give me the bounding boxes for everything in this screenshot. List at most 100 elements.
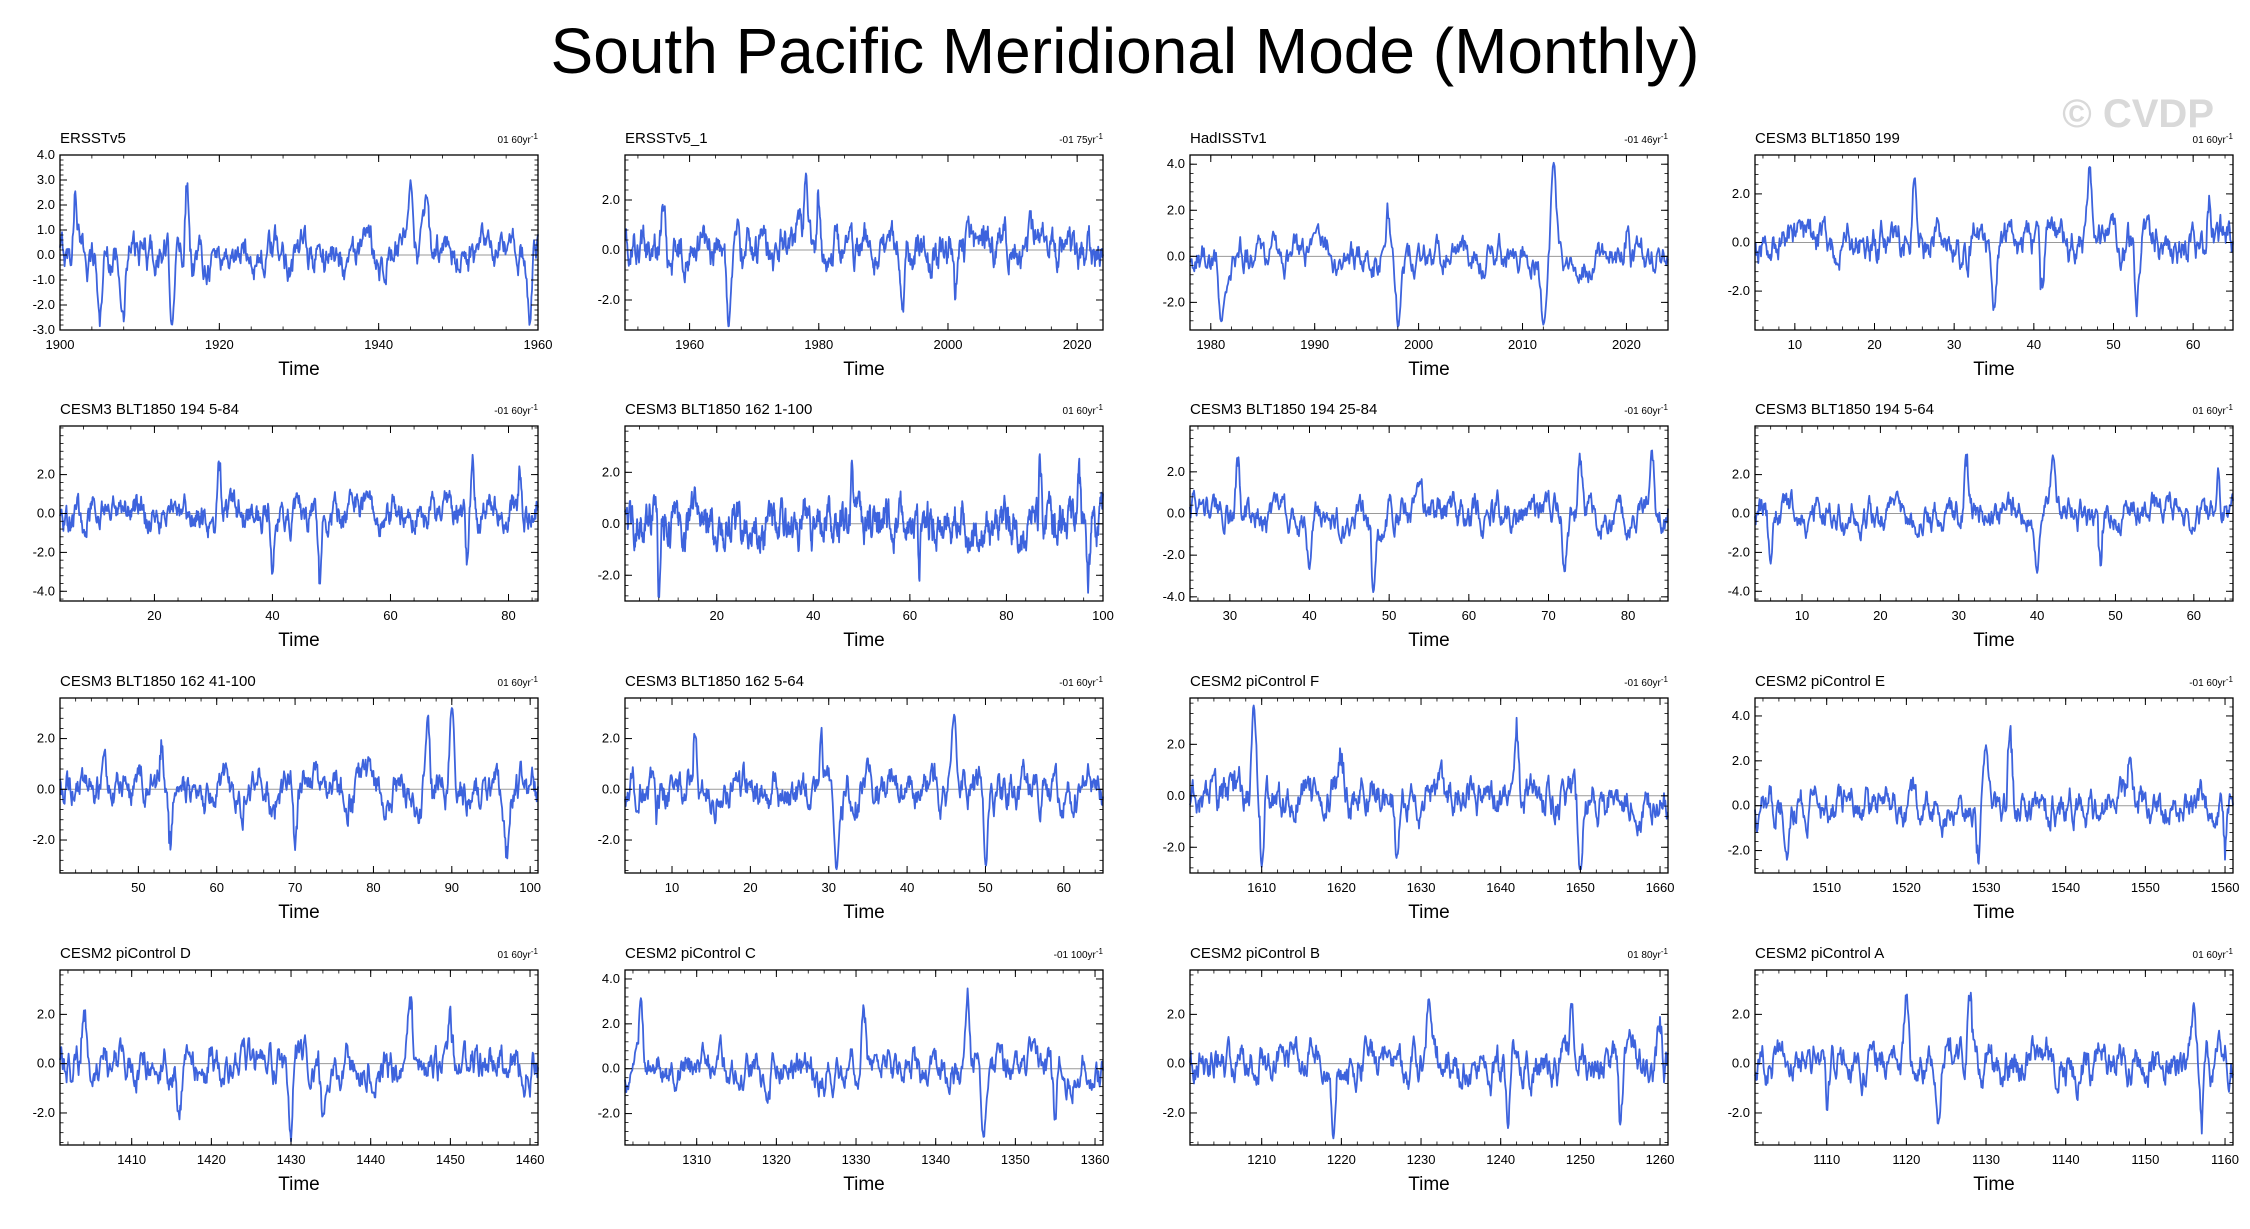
x-tick-label: 30: [1947, 337, 1961, 352]
plot-frame: [59, 969, 539, 1146]
y-tick-label: 2.0: [602, 731, 620, 746]
plot-frame: [59, 154, 539, 331]
x-axis-label: Time: [843, 359, 885, 380]
x-axis-label: Time: [278, 630, 320, 651]
y-tick-label: 0.0: [37, 247, 55, 262]
x-tick-label: 1900: [46, 337, 75, 352]
x-tick-label: 60: [903, 608, 917, 623]
x-tick-label: 10: [1788, 337, 1802, 352]
x-axis-label: Time: [1973, 1174, 2015, 1195]
x-tick-label: 1940: [364, 337, 393, 352]
y-tick-label: -2.0: [33, 544, 55, 559]
chart-panel: CESM2 piControl A 01 60yr-1 -2.0 0.0 2.0 1110…: [1728, 945, 2239, 1195]
plot-frame: [1754, 969, 2234, 1146]
trend-label: 01 60yr-1: [1063, 403, 1104, 417]
trend-label: -01 60yr-1: [494, 403, 538, 417]
x-tick-label: 10: [1795, 608, 1809, 623]
trend-label: 01 60yr-1: [498, 675, 539, 689]
x-tick-label: 1260: [1646, 1152, 1675, 1167]
x-tick-label: 2020: [1612, 337, 1641, 352]
x-tick-label: 1120: [1892, 1152, 1920, 1167]
chart-panel: CESM2 piControl D 01 60yr-1 -2.0 0.0 2.0 1410…: [33, 945, 545, 1195]
plot-frame: [1754, 697, 2234, 874]
x-tick-label: 1310: [682, 1152, 711, 1167]
trend-label: -01 100yr-1: [1054, 947, 1104, 961]
x-tick-label: 1620: [1327, 880, 1356, 895]
y-tick-label: -2.0: [33, 832, 55, 847]
y-tick-label: 0.0: [1167, 788, 1185, 803]
x-tick-label: 80: [999, 608, 1013, 623]
x-tick-label: 40: [1302, 608, 1316, 623]
series-line: [59, 179, 539, 328]
x-tick-label: 40: [2027, 337, 2041, 352]
y-tick-label: 2.0: [1167, 464, 1185, 479]
y-tick-label: -2.0: [1163, 294, 1185, 309]
plot-frame: [59, 697, 539, 874]
x-tick-label: 60: [209, 880, 223, 895]
x-tick-label: 50: [131, 880, 145, 895]
x-axis-label: Time: [1973, 359, 2015, 380]
trend-label: -01 60yr-1: [1624, 675, 1668, 689]
trend-exponent: -1: [531, 947, 539, 956]
trend-exponent: -1: [2226, 132, 2234, 141]
plot-frame: [1189, 697, 1669, 874]
x-tick-label: 1530: [1972, 880, 2001, 895]
plot-frame: [624, 154, 1104, 331]
series-line: [624, 987, 1104, 1138]
plot-frame: [1189, 154, 1669, 331]
x-axis-label: Time: [1973, 630, 2015, 651]
x-tick-label: 1240: [1486, 1152, 1515, 1167]
y-tick-label: 2.0: [1167, 1006, 1185, 1021]
trend-label: 01 60yr-1: [2193, 132, 2234, 146]
x-tick-label: 2000: [1404, 337, 1433, 352]
series-line: [624, 453, 1104, 598]
panel-title: ERSSTv5: [60, 130, 126, 147]
chart-panel: CESM2 piControl F -01 60yr-1 -2.0 0.0 2.0 161…: [1163, 673, 1675, 923]
x-axis-label: Time: [278, 359, 320, 380]
trend-exponent: -1: [1661, 947, 1669, 956]
x-tick-label: 20: [1873, 608, 1887, 623]
y-tick-label: 2.0: [37, 731, 55, 746]
series-line: [1189, 161, 1669, 328]
panel-title: CESM3 BLT1850 194 25-84: [1190, 401, 1377, 418]
x-tick-label: 30: [822, 880, 836, 895]
y-tick-label: 0.0: [602, 242, 620, 257]
x-tick-label: 1650: [1566, 880, 1595, 895]
x-tick-label: 1540: [2051, 880, 2080, 895]
y-tick-label: 2.0: [37, 1006, 55, 1021]
x-tick-label: 20: [743, 880, 757, 895]
trend-label: 01 60yr-1: [498, 132, 539, 146]
x-tick-label: 60: [1057, 880, 1071, 895]
x-tick-label: 1160: [2211, 1152, 2239, 1167]
x-tick-label: 1450: [436, 1152, 465, 1167]
y-tick-label: 0.0: [1732, 506, 1750, 521]
x-tick-label: 40: [806, 608, 820, 623]
y-tick-label: 0.0: [602, 781, 620, 796]
y-tick-label: 4.0: [602, 971, 620, 986]
x-tick-label: 50: [978, 880, 992, 895]
x-tick-label: 1630: [1407, 880, 1436, 895]
trend-exponent: -1: [1661, 675, 1669, 684]
x-tick-label: 1980: [804, 337, 833, 352]
chart-panel: CESM3 BLT1850 194 5-84 -01 60yr-1 -4.0 -2.0…: [33, 401, 539, 651]
x-tick-label: 1340: [921, 1152, 950, 1167]
y-tick-label: 1.0: [37, 222, 55, 237]
y-tick-label: -2.0: [598, 1106, 620, 1121]
x-axis-label: Time: [1408, 1174, 1450, 1195]
x-tick-label: 1660: [1646, 880, 1675, 895]
y-tick-label: 0.0: [1167, 248, 1185, 263]
y-tick-label: -2.0: [1728, 843, 1750, 858]
x-axis-label: Time: [1408, 359, 1450, 380]
series-line: [1754, 725, 2234, 865]
trend-exponent: -1: [1096, 132, 1104, 141]
chart-panel: CESM3 BLT1850 199 01 60yr-1 -2.0 0.0 2.0 10 20…: [1728, 130, 2234, 380]
series-line: [59, 453, 539, 585]
y-tick-label: 0.0: [37, 506, 55, 521]
x-tick-label: 1420: [197, 1152, 226, 1167]
x-tick-label: 40: [265, 608, 279, 623]
plot-frame: [624, 697, 1104, 874]
trend-exponent: -1: [1661, 132, 1669, 141]
y-tick-label: 0.0: [602, 1061, 620, 1076]
